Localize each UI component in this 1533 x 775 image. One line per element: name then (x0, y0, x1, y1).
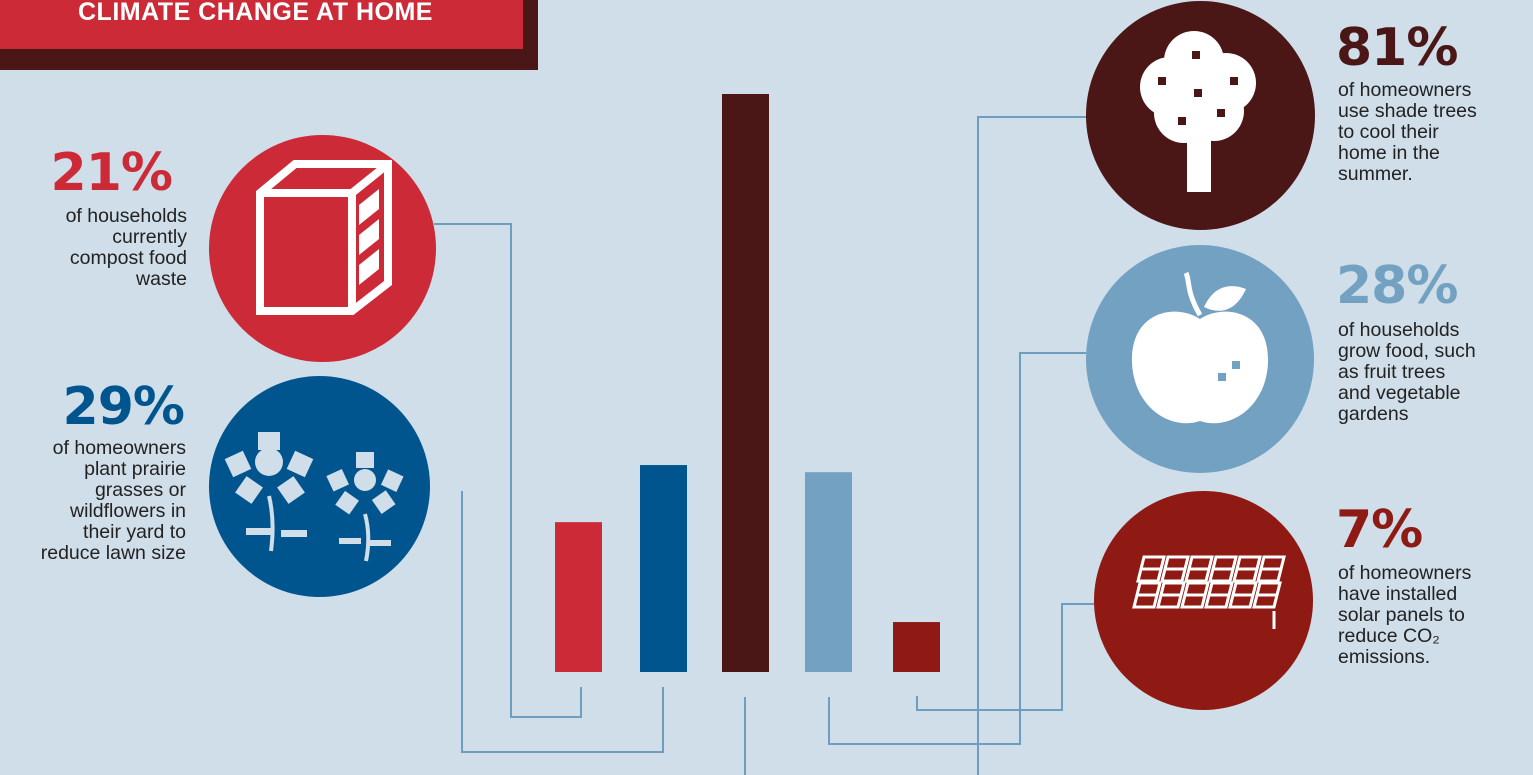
connector-solar (916, 603, 1094, 711)
food-description: of households grow food, such as fruit t… (1338, 320, 1476, 425)
bar-0 (555, 522, 602, 672)
shade-percent: 81% (1336, 18, 1458, 78)
bars (555, 94, 940, 672)
solar-cell (1252, 581, 1282, 609)
shade-line-2: use shade trees (1338, 100, 1477, 122)
apple-icon (1131, 271, 1269, 424)
tree-icon (1140, 31, 1256, 192)
prairie-line-4: wildflowers in (70, 500, 186, 522)
bar-1 (640, 465, 687, 672)
compost-circle: C (209, 135, 436, 362)
shade-line-3: to cool their (1338, 121, 1439, 143)
connector-prairie (461, 491, 664, 753)
solar-line-3: solar panels to (1338, 604, 1465, 626)
shade-line-1: of homeowners (1338, 79, 1472, 101)
shade-circle (1086, 1, 1315, 230)
compost-bin-icon: C (256, 160, 392, 315)
bar-2 (722, 94, 769, 672)
prairie-line-1: of homeowners (52, 437, 186, 459)
prairie-line-6: reduce lawn size (40, 542, 186, 564)
compost-line-4: waste (136, 268, 187, 290)
solar-percent: 7% (1336, 500, 1423, 560)
connector-food (828, 352, 1086, 745)
solar-description: of homeowners have installed solar panel… (1338, 563, 1471, 668)
shade-line-4: home in the (1338, 142, 1440, 164)
shade-description: of homeowners use shade trees to cool th… (1338, 80, 1477, 185)
solar-line-2: have installed (1338, 583, 1458, 605)
solar-line-4: reduce CO₂ (1338, 625, 1440, 647)
food-line-4: and vegetable (1338, 382, 1461, 404)
compost-letter: C (288, 226, 325, 284)
food-line-5: gardens (1338, 403, 1409, 425)
connector-compost (434, 223, 582, 718)
solar-panel-icon (1132, 555, 1286, 629)
solar-cell (1132, 581, 1162, 609)
shade-line-5: summer. (1338, 163, 1413, 185)
prairie-description: of homeowners plant prairie grasses or w… (41, 438, 186, 564)
solar-cell (1232, 555, 1262, 583)
solar-cell (1180, 581, 1210, 609)
prairie-line-3: grasses or (94, 479, 186, 501)
food-line-3: as fruit trees (1338, 361, 1446, 383)
solar-cell (1136, 555, 1166, 583)
connector-tree (977, 116, 1088, 775)
compost-percent: 21% (50, 143, 173, 203)
solar-circle (1094, 491, 1313, 710)
solar-cell (1184, 555, 1214, 583)
compost-line-2: currently (112, 226, 187, 248)
solar-cell (1208, 555, 1238, 583)
solar-cell (1156, 581, 1186, 609)
bar-3 (805, 472, 852, 672)
bar-4 (893, 622, 940, 672)
food-line-1: of households (1338, 319, 1460, 341)
prairie-circle (209, 376, 430, 597)
food-line-2: grow food, such (1338, 340, 1476, 362)
prairie-line-5: their yard to (83, 521, 186, 543)
solar-cell (1160, 555, 1190, 583)
compost-line-1: of households (65, 205, 187, 227)
prairie-percent: 29% (62, 377, 185, 437)
wildflower-icon (224, 432, 404, 562)
solar-cell (1204, 581, 1234, 609)
page-title: CLIMATE CHANGE AT HOME (78, 0, 433, 26)
title-banner: CLIMATE CHANGE AT HOME (0, 0, 538, 70)
compost-description: of households currently compost food was… (66, 206, 187, 290)
solar-cell (1256, 555, 1286, 583)
food-percent: 28% (1336, 256, 1458, 316)
solar-cell (1228, 581, 1258, 609)
food-circle (1086, 245, 1314, 473)
prairie-line-2: plant prairie (84, 458, 186, 480)
solar-line-5: emissions. (1338, 646, 1431, 668)
solar-line-1: of homeowners (1338, 562, 1472, 584)
compost-line-3: compost food (69, 247, 187, 269)
title-banner-face: CLIMATE CHANGE AT HOME (0, 0, 523, 49)
connector-lines (434, 116, 1094, 775)
